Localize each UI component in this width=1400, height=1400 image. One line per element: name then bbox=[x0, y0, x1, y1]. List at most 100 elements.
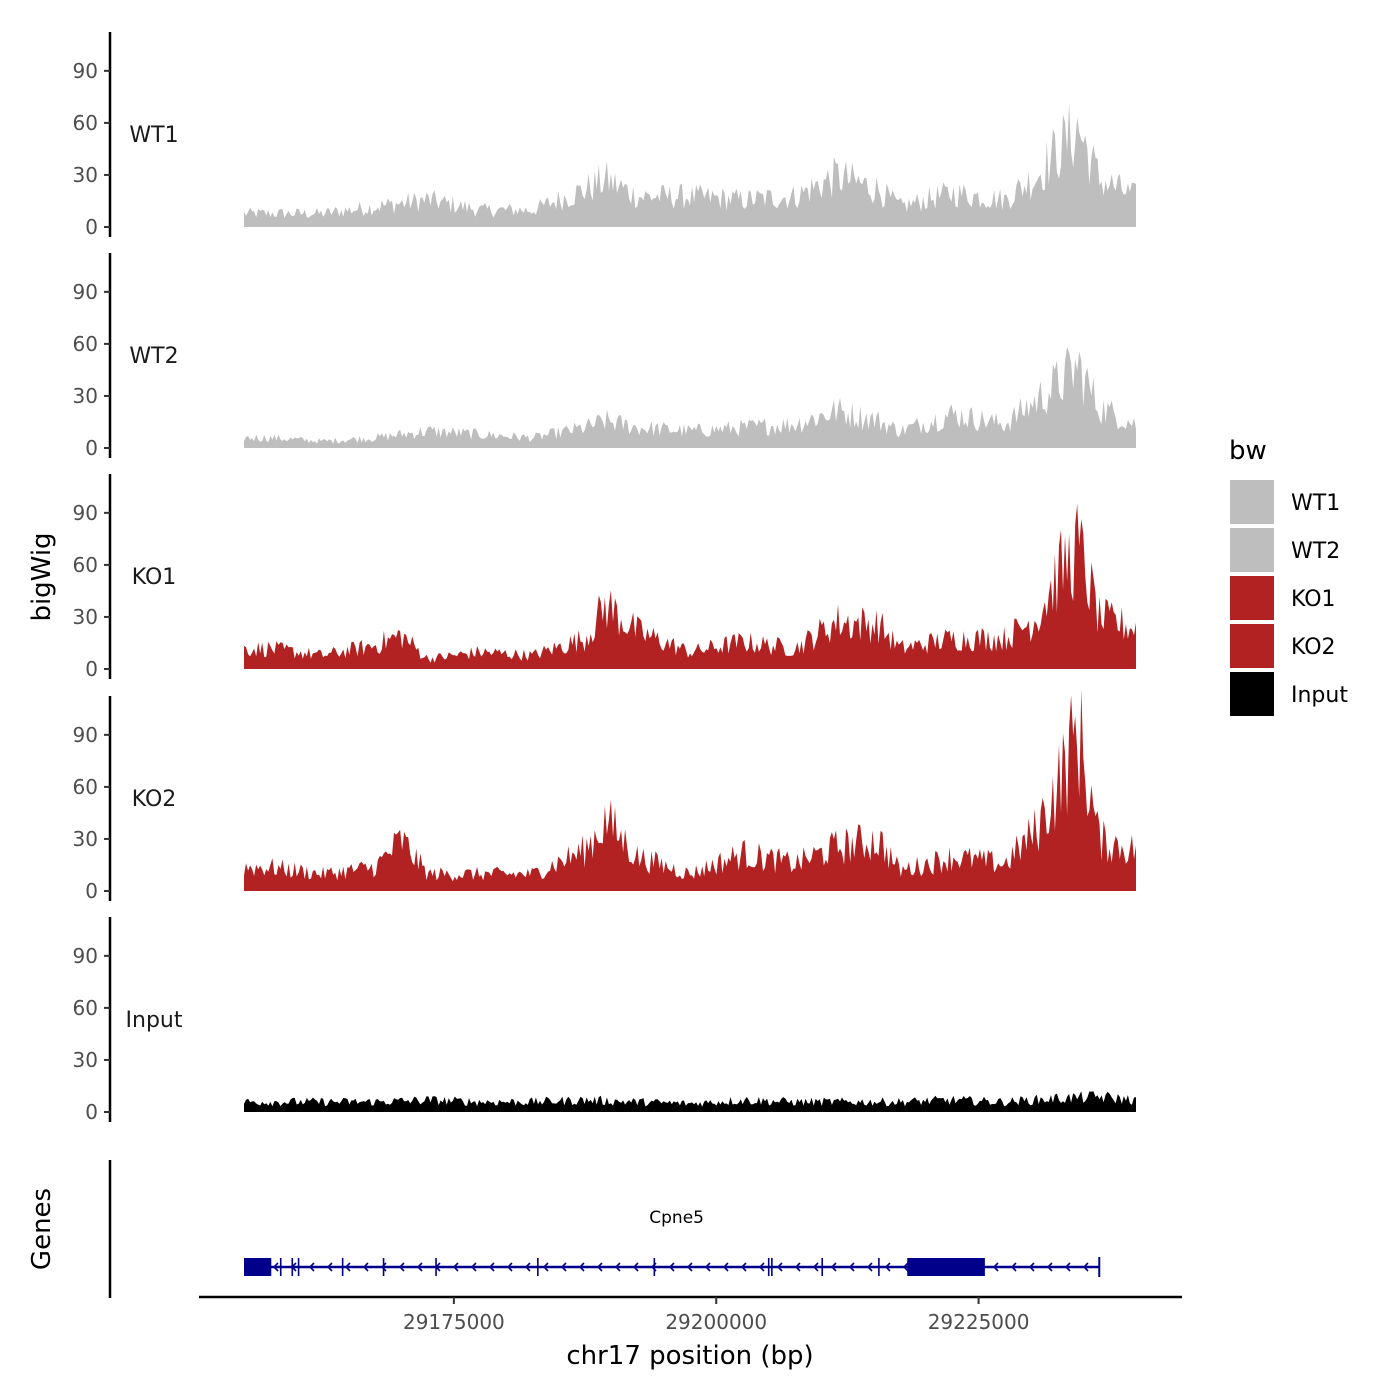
area-ko1 bbox=[244, 503, 1136, 669]
strand-arrow bbox=[416, 1262, 423, 1272]
strand-arrow bbox=[812, 1262, 819, 1272]
strand-arrow bbox=[1028, 1262, 1035, 1272]
track-label: KO2 bbox=[132, 787, 177, 812]
gene-cpne5: Cpne5 bbox=[244, 1208, 1101, 1277]
strand-arrow bbox=[524, 1262, 531, 1272]
track-wt2: 0 30 60 90 WT2 bbox=[73, 253, 1136, 460]
strand-arrow bbox=[830, 1262, 837, 1272]
legend-swatch-wt2 bbox=[1230, 528, 1274, 572]
strand-arrow bbox=[794, 1262, 801, 1272]
legend-label-wt1: WT1 bbox=[1291, 491, 1340, 516]
track-wt1: 0 30 60 90 WT1 bbox=[73, 32, 1136, 239]
strand-arrow bbox=[1010, 1262, 1017, 1272]
y-tick-label: 60 bbox=[73, 775, 98, 799]
legend-label-ko2: KO2 bbox=[1291, 635, 1336, 660]
y-tick-label: 30 bbox=[73, 384, 98, 408]
strand-arrow bbox=[992, 1262, 999, 1272]
legend-swatch-ko2 bbox=[1230, 624, 1274, 668]
legend-swatch-wt1 bbox=[1230, 480, 1274, 524]
strand-arrow bbox=[632, 1262, 639, 1272]
strand-arrow bbox=[308, 1262, 315, 1272]
track-input: 0 30 60 90 Input bbox=[73, 917, 1136, 1124]
area-ko2 bbox=[244, 689, 1136, 891]
track-label: WT2 bbox=[129, 344, 178, 369]
strand-arrow bbox=[560, 1262, 567, 1272]
strand-arrow bbox=[884, 1262, 891, 1272]
strand-arrow bbox=[722, 1262, 729, 1272]
y-tick-label: 90 bbox=[73, 59, 98, 83]
y-tick-label: 0 bbox=[85, 879, 98, 903]
legend-label-wt2: WT2 bbox=[1291, 539, 1340, 564]
strand-arrow bbox=[866, 1262, 873, 1272]
x-tick-label: 29200000 bbox=[665, 1310, 767, 1334]
strand-arrow bbox=[1046, 1262, 1053, 1272]
strand-arrow bbox=[596, 1262, 603, 1272]
x-tick-label: 29175000 bbox=[403, 1310, 505, 1334]
exon-block bbox=[244, 1258, 272, 1276]
strand-arrow bbox=[398, 1262, 405, 1272]
strand-arrow bbox=[272, 1262, 279, 1272]
legend-swatch-ko1 bbox=[1230, 576, 1274, 620]
strand-arrow bbox=[740, 1262, 747, 1272]
genes-panel: Cpne5 bbox=[108, 1160, 1101, 1298]
legend: bw WT1 WT2 KO1 KO2 Input bbox=[1229, 436, 1348, 716]
y-tick-label: 60 bbox=[73, 996, 98, 1020]
y-tick-label: 90 bbox=[73, 723, 98, 747]
gene-name-label: Cpne5 bbox=[649, 1208, 704, 1228]
strand-arrow bbox=[488, 1262, 495, 1272]
track-label: Input bbox=[126, 1008, 183, 1033]
genes-axis-title: Genes bbox=[27, 1188, 57, 1270]
y-tick-label: 30 bbox=[73, 605, 98, 629]
strand-arrow bbox=[542, 1262, 549, 1272]
y-tick-label: 90 bbox=[73, 501, 98, 525]
strand-arrow bbox=[902, 1262, 909, 1272]
strand-arrow bbox=[1064, 1262, 1071, 1272]
strand-arrow bbox=[848, 1262, 855, 1272]
track-ko2: 0 30 60 90 KO2 bbox=[73, 689, 1136, 903]
legend-title: bw bbox=[1229, 436, 1267, 466]
strand-arrow bbox=[686, 1262, 693, 1272]
strand-arrow bbox=[668, 1262, 675, 1272]
x-axis-title: chr17 position (bp) bbox=[566, 1341, 813, 1371]
exon-block bbox=[907, 1258, 985, 1276]
area-wt2 bbox=[244, 347, 1136, 448]
strand-arrow bbox=[470, 1262, 477, 1272]
area-input bbox=[244, 1091, 1136, 1112]
strand-arrow bbox=[326, 1262, 333, 1272]
legend-swatch-input bbox=[1230, 672, 1274, 716]
track-label: KO1 bbox=[132, 565, 177, 590]
y-tick-label: 0 bbox=[85, 1100, 98, 1124]
y-tick-label: 30 bbox=[73, 1048, 98, 1072]
legend-label-input: Input bbox=[1291, 683, 1348, 708]
track-ko1: 0 30 60 90 KO1 bbox=[73, 474, 1136, 681]
strand-arrow bbox=[614, 1262, 621, 1272]
y-tick-label: 0 bbox=[85, 436, 98, 460]
y-tick-label: 60 bbox=[73, 332, 98, 356]
track-label: WT1 bbox=[129, 123, 178, 148]
area-wt1 bbox=[244, 102, 1136, 227]
y-tick-label: 60 bbox=[73, 111, 98, 135]
y-tick-label: 0 bbox=[85, 657, 98, 681]
strand-arrow bbox=[506, 1262, 513, 1272]
strand-arrow bbox=[344, 1262, 351, 1272]
y-tick-label: 0 bbox=[85, 215, 98, 239]
strand-arrow bbox=[452, 1262, 459, 1272]
y-tick-label: 90 bbox=[73, 280, 98, 304]
strand-arrow bbox=[758, 1262, 765, 1272]
y-tick-label: 30 bbox=[73, 163, 98, 187]
strand-arrow bbox=[578, 1262, 585, 1272]
y-tick-label: 30 bbox=[73, 827, 98, 851]
strand-arrow bbox=[704, 1262, 711, 1272]
y-axis-title: bigWig bbox=[27, 532, 57, 621]
strand-arrow bbox=[1082, 1262, 1089, 1272]
x-axis: 29175000 29200000 29225000 bbox=[199, 1295, 1182, 1334]
legend-label-ko1: KO1 bbox=[1291, 587, 1336, 612]
coverage-tracks: 0 30 60 90 WT1 0 30 60 90 WT2 0 30 60 90 KO1 0 30 60 90 KO2… bbox=[73, 32, 1136, 1124]
strand-arrow bbox=[362, 1262, 369, 1272]
y-tick-label: 90 bbox=[73, 944, 98, 968]
y-tick-label: 60 bbox=[73, 553, 98, 577]
strand-arrow bbox=[776, 1262, 783, 1272]
x-tick-label: 29225000 bbox=[928, 1310, 1030, 1334]
strand-arrow bbox=[380, 1262, 387, 1272]
